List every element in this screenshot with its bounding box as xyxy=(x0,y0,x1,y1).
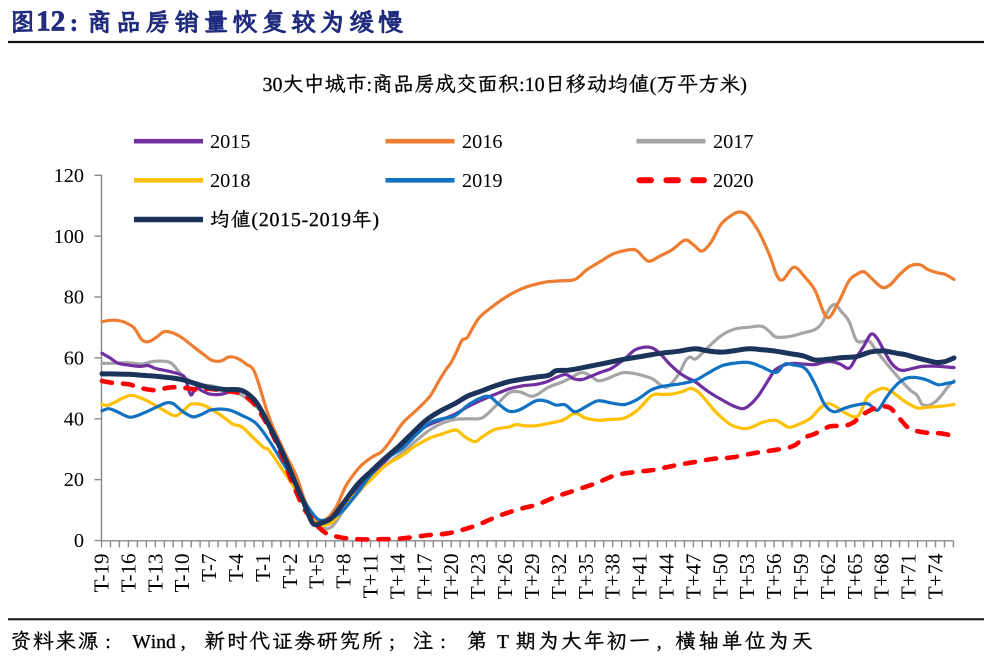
svg-text:T+29: T+29 xyxy=(520,554,544,600)
svg-text:T-1: T-1 xyxy=(251,554,275,582)
svg-text:T+47: T+47 xyxy=(681,554,705,600)
svg-text:T+26: T+26 xyxy=(493,554,517,600)
svg-text:T+59: T+59 xyxy=(789,554,813,600)
svg-text:T+38: T+38 xyxy=(601,554,625,600)
svg-text:T+8: T+8 xyxy=(332,554,356,589)
svg-text:20: 20 xyxy=(64,469,84,491)
svg-text:T+14: T+14 xyxy=(385,553,409,599)
svg-text:T+68: T+68 xyxy=(870,554,894,600)
svg-text:80: 80 xyxy=(64,287,84,309)
svg-text:T+2: T+2 xyxy=(278,554,302,589)
svg-text:T+32: T+32 xyxy=(547,554,571,600)
svg-text:2020: 2020 xyxy=(713,170,754,192)
svg-text:2018: 2018 xyxy=(210,170,251,192)
svg-text:2016: 2016 xyxy=(462,131,503,153)
svg-text:T+35: T+35 xyxy=(574,554,598,600)
svg-text:120: 120 xyxy=(54,165,84,187)
svg-text:60: 60 xyxy=(64,348,84,370)
svg-text:T-7: T-7 xyxy=(197,554,221,582)
svg-text:T-16: T-16 xyxy=(116,554,140,593)
svg-text:T+74: T+74 xyxy=(924,553,948,599)
svg-text:T-13: T-13 xyxy=(143,554,167,593)
svg-text:T+20: T+20 xyxy=(439,554,463,600)
svg-text:T+53: T+53 xyxy=(735,554,759,600)
svg-text:T+56: T+56 xyxy=(762,554,786,600)
svg-text:T-4: T-4 xyxy=(224,553,248,582)
svg-text:T+65: T+65 xyxy=(843,554,867,600)
svg-text:0: 0 xyxy=(74,530,84,552)
svg-text:T-19: T-19 xyxy=(90,554,114,593)
svg-text:T+17: T+17 xyxy=(412,554,436,600)
svg-text:T+41: T+41 xyxy=(628,554,652,600)
svg-text:2015: 2015 xyxy=(210,131,251,153)
svg-text:T-10: T-10 xyxy=(170,554,194,593)
svg-text:2019: 2019 xyxy=(462,170,503,192)
svg-text:T+62: T+62 xyxy=(816,554,840,600)
svg-text:2017: 2017 xyxy=(713,131,754,153)
svg-text:T+11: T+11 xyxy=(359,554,383,599)
svg-text:T+44: T+44 xyxy=(655,553,679,599)
svg-text:100: 100 xyxy=(54,226,84,248)
svg-text:T+5: T+5 xyxy=(305,554,329,589)
svg-text:T+50: T+50 xyxy=(708,554,732,600)
svg-text:40: 40 xyxy=(64,408,84,430)
svg-text:T+71: T+71 xyxy=(897,554,921,600)
svg-text:T+23: T+23 xyxy=(466,554,490,600)
